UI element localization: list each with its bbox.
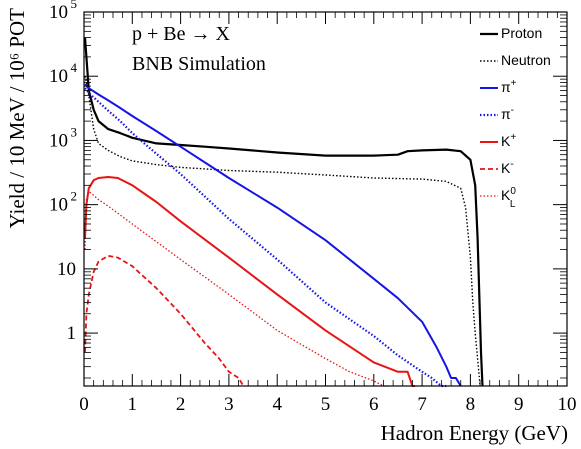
series-line-2 [84, 83, 462, 387]
series-line-6 [84, 190, 389, 387]
x-tick-label: 10 [558, 394, 577, 415]
y-tick-exponent: 5 [71, 0, 78, 11]
x-tick-label: 0 [79, 394, 89, 415]
y-tick-label: 10 [49, 195, 68, 216]
series-line-3 [84, 87, 447, 388]
y-tick-label: 1 [67, 323, 77, 344]
x-tick-label: 4 [272, 394, 282, 415]
x-tick-label: 2 [176, 394, 186, 415]
x-tick-label: 8 [466, 394, 476, 415]
x-tick-label: 1 [128, 394, 138, 415]
series-line-5 [84, 254, 245, 387]
y-tick-exponent: 3 [71, 124, 78, 139]
y-axis-label: Yield / 10 MeV / 10⁶ POT [5, 8, 29, 229]
x-tick-label: 6 [369, 394, 379, 415]
y-tick-label: 10 [49, 2, 68, 23]
series-line-4 [84, 176, 415, 387]
y-tick-exponent: 4 [71, 60, 78, 75]
legend-label-1: Neutron [501, 52, 551, 68]
x-tick-label: 5 [321, 394, 331, 415]
series-line-1 [84, 76, 481, 387]
chart-title-line-1: p + Be → X [132, 23, 230, 45]
x-tick-label: 9 [514, 394, 524, 415]
chart-title-line-2: BNB Simulation [132, 53, 266, 75]
series-line-0 [83, 37, 484, 387]
y-tick-label: 10 [49, 130, 68, 151]
y-tick-label: 10 [49, 66, 68, 87]
x-axis-label: Hadron Energy (GeV) [381, 421, 568, 445]
y-tick-exponent: 2 [71, 189, 78, 204]
series-layer [83, 37, 484, 388]
legend-label-0: Proton [501, 25, 542, 41]
plot-background [84, 12, 567, 386]
axes-layer [83, 11, 568, 387]
plot-area [84, 12, 567, 386]
y-tick-label: 10 [57, 259, 76, 280]
x-tick-label: 3 [224, 394, 234, 415]
x-tick-label: 7 [417, 394, 427, 415]
